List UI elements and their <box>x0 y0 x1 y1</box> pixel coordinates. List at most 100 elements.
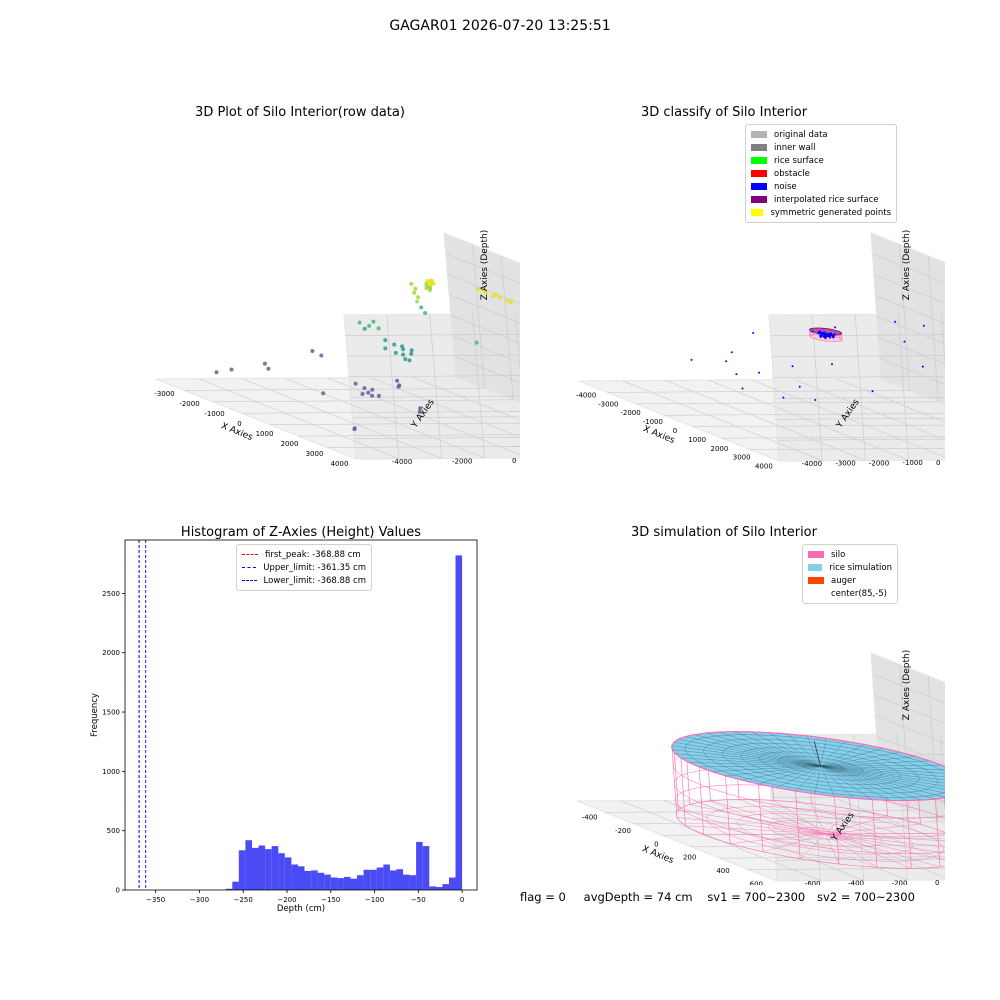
data-point <box>419 305 424 310</box>
rice-surface-mesh <box>719 731 821 767</box>
legend-entry: Upper_limit: -361.35 cm <box>242 561 366 574</box>
histogram-bar <box>455 555 463 890</box>
rice-surface-mesh <box>673 742 821 767</box>
flag-text: flag = 0 <box>520 890 566 904</box>
rice-surface-mesh <box>725 765 821 776</box>
panel1-gridline <box>352 416 520 419</box>
rice-surface-mesh <box>820 765 945 798</box>
legend-swatch <box>808 551 824 558</box>
noise-point <box>758 371 761 374</box>
rice-surface-mesh <box>768 732 821 767</box>
rice-surface-mesh <box>820 741 846 767</box>
panel1-gridline <box>345 334 520 336</box>
y-tick-label: 2500 <box>102 590 120 598</box>
panel1-gridline <box>515 313 520 373</box>
legend-label: first_peak: -368.88 cm <box>265 549 361 560</box>
panel2-gridline <box>898 314 909 461</box>
rice-surface-mesh <box>820 765 922 801</box>
silo-wall-line <box>906 800 912 869</box>
panel2-legend: original data inner wall rice surface ob… <box>745 124 897 223</box>
panel2-ytick-label: -4000 <box>802 460 822 468</box>
panel1-xtick-label: 4000 <box>331 460 349 468</box>
panel1-gridline <box>241 378 442 459</box>
histogram-bar <box>343 876 351 890</box>
panel1-gridline <box>347 354 520 357</box>
panel1-gridline <box>298 434 520 437</box>
panel4-xtick-label: 0 <box>654 840 658 848</box>
y-tick-label: 1000 <box>102 768 120 776</box>
legend-label: inner wall <box>774 142 816 153</box>
panel4-legend: silo rice simulation auger center(85,-5) <box>802 544 898 604</box>
panel2-gridline <box>751 379 945 458</box>
data-point <box>366 390 371 395</box>
rice-surface-mesh <box>820 765 945 770</box>
data-point <box>403 357 408 362</box>
legend-line-blue <box>242 580 257 581</box>
panel4-xtick-label: -400 <box>582 814 598 822</box>
panel4-ytick-label: -600 <box>805 880 821 885</box>
data-point <box>480 287 485 292</box>
silo-floor-spoke <box>730 833 826 844</box>
legend-entry: symmetric generated points <box>751 206 891 219</box>
histogram-bar <box>416 841 423 890</box>
histogram-bar <box>291 864 298 890</box>
histogram-bar <box>245 840 252 890</box>
panel3-ylabel: Frequency <box>90 693 100 737</box>
noise-point <box>832 335 835 338</box>
panel2-gridline <box>777 438 945 441</box>
silo-wall-line <box>725 775 731 844</box>
panel1-gridline <box>370 377 520 438</box>
data-point <box>428 280 433 285</box>
x-tick-label: −250 <box>234 896 253 904</box>
panel1-zlabel: Z Axies (Depth) <box>480 230 490 301</box>
y-tick-label: 2000 <box>102 649 120 657</box>
data-point <box>229 367 234 372</box>
panel4-gridline <box>719 856 945 859</box>
legend-swatch <box>751 209 764 216</box>
y-tick-label: 1500 <box>102 709 120 717</box>
panel4-ytick-label: -200 <box>892 879 908 885</box>
histogram-bar <box>297 866 305 890</box>
histogram-bar <box>350 878 358 890</box>
panel3-xlabel: Depth (cm) <box>277 904 325 914</box>
noise-point <box>798 385 801 388</box>
rice-surface-mesh <box>680 757 821 767</box>
silo-floor-spoke <box>825 823 921 835</box>
data-point <box>425 278 430 283</box>
panel2-gridline <box>876 316 945 345</box>
noise-point <box>922 324 925 327</box>
rice-surface-mesh <box>820 747 883 767</box>
x-tick-label: −300 <box>190 896 209 904</box>
rice-surface-mesh <box>711 765 821 772</box>
legend-entry: original data <box>751 128 891 141</box>
panel1-gridline <box>270 422 520 426</box>
data-point <box>310 349 315 353</box>
legend-entry: Lower_limit: -368.88 cm <box>242 574 366 587</box>
data-point <box>370 393 375 398</box>
panel2-xtick-label: 2000 <box>711 445 729 453</box>
legend-swatch <box>751 131 767 138</box>
panel2-zlabel: Z Axies (Depth) <box>902 230 912 301</box>
panel4-gridline <box>662 833 945 836</box>
panel1-gridline <box>354 437 520 439</box>
histogram-bar <box>389 870 397 890</box>
legend-label: center(85,-5) <box>831 588 887 599</box>
noise-point <box>828 336 832 339</box>
histogram-bar <box>403 874 410 890</box>
rice-surface-mesh <box>820 765 945 781</box>
data-point <box>409 351 414 356</box>
legend-swatch <box>751 183 767 190</box>
panel2-gridline <box>708 379 909 461</box>
data-point <box>360 392 365 396</box>
panel1-gridline <box>184 388 485 391</box>
rice-surface-mesh <box>741 765 821 781</box>
silo-floor-spoke <box>825 833 945 842</box>
sv2-text: sv2 = 700~2300 <box>816 890 915 904</box>
panel2-xtick-label: -3000 <box>598 400 618 408</box>
rice-surface-mesh <box>820 765 891 801</box>
panel4-gridline <box>750 799 945 878</box>
rice-surface-mesh <box>820 766 835 797</box>
panel2-ytick-label: -1000 <box>902 459 922 467</box>
data-point <box>483 290 488 295</box>
